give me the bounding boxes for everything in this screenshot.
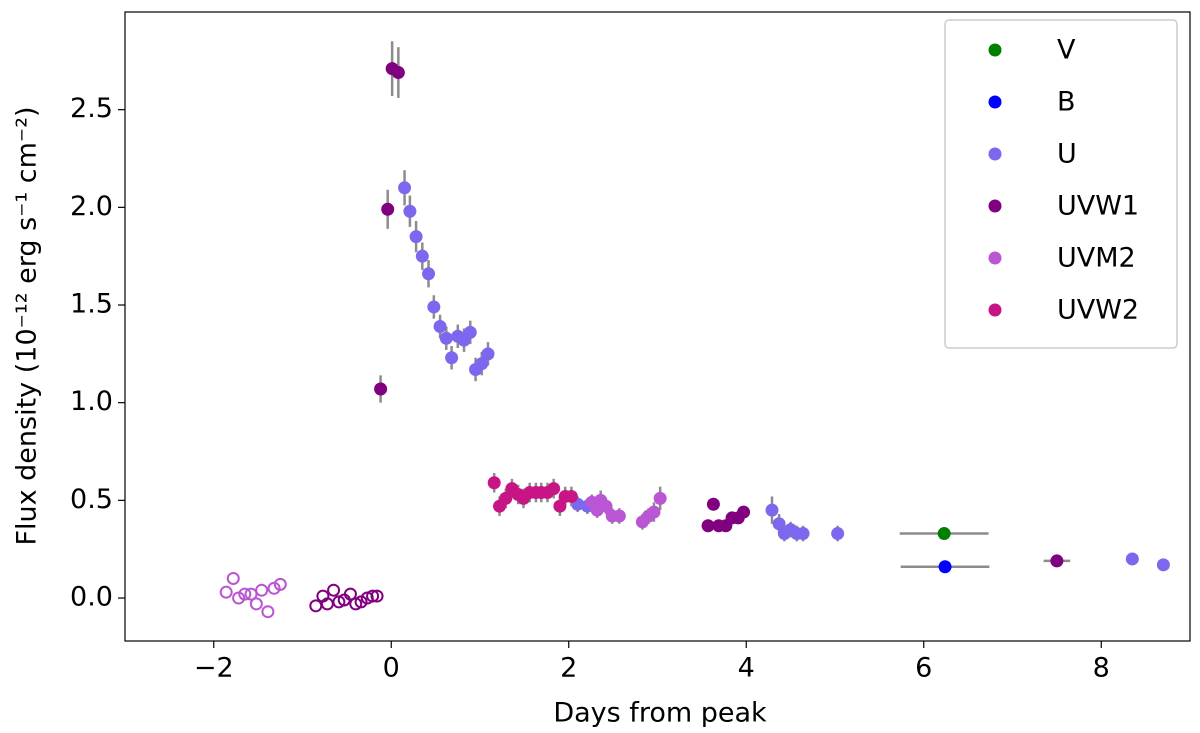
data-point: [374, 382, 388, 396]
legend-label: V: [1057, 35, 1076, 66]
data-point: [409, 230, 423, 244]
data-point: [481, 347, 495, 361]
legend-marker: [988, 147, 1002, 161]
data-point: [765, 503, 779, 517]
legend-marker: [988, 251, 1002, 265]
data-point: [612, 509, 626, 523]
data-point: [547, 482, 561, 496]
open-data-point: [309, 599, 323, 613]
data-point: [1156, 558, 1170, 572]
legend-marker: [988, 43, 1002, 57]
data-point: [415, 249, 429, 263]
open-data-point: [366, 589, 380, 603]
y-tick-label: 2.5: [70, 93, 113, 124]
x-tick-label: 0: [383, 653, 400, 684]
data-point: [1050, 554, 1064, 568]
x-tick-label: −2: [194, 653, 234, 684]
open-data-point: [370, 589, 384, 603]
x-tick-label: 4: [738, 653, 755, 684]
data-point: [391, 66, 405, 80]
legend-label: B: [1057, 87, 1076, 118]
x-tick-label: 8: [1093, 653, 1110, 684]
y-tick-label: 0.0: [70, 582, 113, 613]
data-point: [553, 499, 567, 513]
open-data-point: [343, 587, 357, 601]
x-tick-label: 6: [915, 653, 932, 684]
x-axis-label: Days from peak: [553, 698, 767, 729]
legend-label: UVW2: [1057, 295, 1139, 326]
y-tick-label: 0.5: [70, 484, 113, 515]
data-point: [463, 325, 477, 339]
data-point: [937, 527, 951, 541]
open-data-point: [226, 571, 240, 585]
open-data-point: [261, 605, 275, 619]
plot-frame: [124, 11, 1191, 642]
legend-label: UVW1: [1057, 191, 1139, 222]
open-data-point: [219, 585, 233, 599]
data-point: [499, 491, 513, 505]
data-point: [439, 331, 453, 345]
legend-marker: [988, 303, 1002, 317]
data-point: [1125, 552, 1139, 566]
y-tick-label: 1.0: [70, 386, 113, 417]
y-axis-label: Flux density (10⁻¹² erg s⁻¹ cm⁻²): [12, 106, 43, 545]
data-point: [653, 491, 667, 505]
data-point: [599, 499, 613, 513]
data-point: [381, 202, 395, 216]
data-point: [706, 497, 720, 511]
data-point: [647, 505, 661, 519]
data-point: [475, 357, 489, 371]
data-point: [427, 300, 441, 314]
data-point: [796, 527, 810, 541]
y-tick-label: 1.5: [70, 289, 113, 320]
x-tick-label: 2: [560, 653, 577, 684]
legend-label: U: [1057, 139, 1077, 170]
legend-label: UVM2: [1057, 243, 1136, 274]
data-point: [433, 320, 447, 333]
data-point: [564, 489, 578, 503]
open-data-point: [273, 577, 287, 591]
y-tick-label: 2.0: [70, 191, 113, 222]
data-point: [445, 351, 459, 365]
data-point: [772, 517, 786, 531]
data-point: [701, 519, 715, 533]
data-point: [398, 181, 412, 195]
open-data-point: [327, 583, 341, 597]
open-data-point: [255, 583, 269, 597]
data-point: [403, 204, 417, 218]
data-point: [422, 267, 436, 281]
legend-marker: [988, 199, 1002, 213]
data-point: [938, 560, 952, 574]
data-point: [737, 505, 751, 519]
data-point: [487, 476, 501, 490]
legend-marker: [988, 95, 1002, 109]
data-point: [831, 527, 845, 541]
legend-box: [944, 19, 1178, 349]
open-data-point: [249, 597, 263, 611]
open-data-point: [238, 587, 252, 601]
